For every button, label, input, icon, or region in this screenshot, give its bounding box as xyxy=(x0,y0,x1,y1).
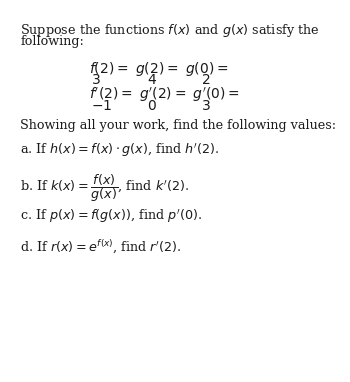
Text: $2$: $2$ xyxy=(201,73,211,87)
Text: b. If $k(x) = \dfrac{f(x)}{g(x)}$, find $k'(2)$.: b. If $k(x) = \dfrac{f(x)}{g(x)}$, find … xyxy=(20,172,190,204)
Text: Showing all your work, find the following values:: Showing all your work, find the followin… xyxy=(20,119,336,132)
Text: $4$: $4$ xyxy=(147,73,157,87)
Text: a. If $h(x) = f(x) \cdot g(x)$, find $h'(2)$.: a. If $h(x) = f(x) \cdot g(x)$, find $h'… xyxy=(20,141,220,159)
Text: $0$: $0$ xyxy=(147,99,157,113)
Text: following:: following: xyxy=(20,35,84,48)
Text: d. If $r(x) = e^{f(x)}$, find $r'(2)$.: d. If $r(x) = e^{f(x)}$, find $r'(2)$. xyxy=(20,238,182,256)
Text: Suppose the functions $f(x)$ and $g(x)$ satisfy the: Suppose the functions $f(x)$ and $g(x)$ … xyxy=(20,22,320,39)
Text: $f'(2) = \ g'(2) = \ g'(0) =$: $f'(2) = \ g'(2) = \ g'(0) =$ xyxy=(90,86,240,104)
Text: $3$: $3$ xyxy=(201,99,211,113)
Text: $3$: $3$ xyxy=(91,73,101,87)
Text: c. If $p(x) = f(g(x))$, find $p'(0)$.: c. If $p(x) = f(g(x))$, find $p'(0)$. xyxy=(20,208,202,225)
Text: $f(2) = \ g(2) = \ g(0) =$: $f(2) = \ g(2) = \ g(0) =$ xyxy=(90,60,229,78)
Text: $-1$: $-1$ xyxy=(91,99,112,113)
